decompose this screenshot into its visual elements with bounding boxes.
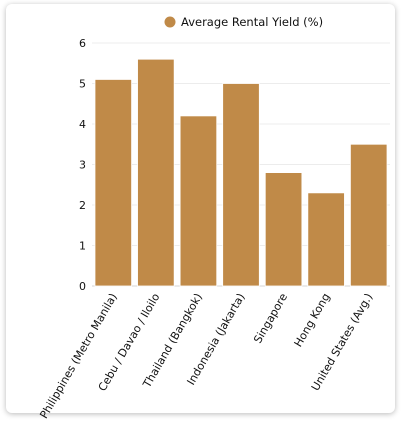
bar [350, 143, 388, 287]
y-tick-label: 5 [79, 78, 86, 91]
y-tick-label: 3 [79, 159, 86, 172]
bar [264, 172, 303, 287]
x-axis-ticks: Philippines (Metro Manila)Cebu / Davao /… [37, 291, 375, 421]
legend-label: Average Rental Yield (%) [181, 15, 323, 29]
legend: Average Rental Yield (%) [164, 15, 323, 29]
y-tick-label: 2 [79, 199, 86, 212]
x-tick-label: Singapore [251, 291, 290, 346]
bar [179, 115, 218, 287]
bar [94, 79, 132, 287]
x-tick-label: Hong Kong [292, 291, 333, 349]
bar [222, 83, 260, 287]
bar [137, 58, 175, 287]
legend-swatch [164, 16, 176, 28]
x-tick-label: Philippines (Metro Manila) [37, 291, 120, 421]
y-tick-label: 0 [79, 280, 86, 293]
y-tick-label: 4 [79, 118, 86, 131]
bar [307, 192, 345, 287]
bars [94, 58, 388, 287]
y-tick-label: 1 [79, 240, 86, 253]
y-tick-label: 6 [79, 37, 86, 50]
y-axis-ticks: 0 1 2 3 4 5 6 [79, 37, 86, 293]
